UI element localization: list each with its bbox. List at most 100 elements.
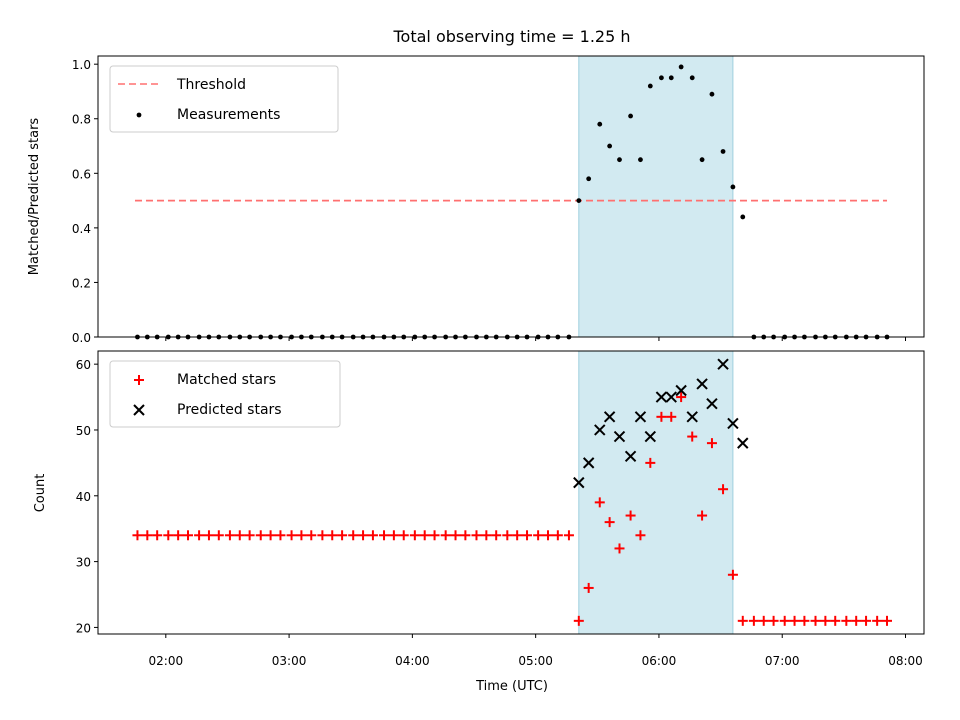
measurement-point (668, 75, 674, 81)
measurement-point (576, 198, 582, 203)
predicted-star-point (737, 437, 749, 449)
matched-star-point (358, 530, 369, 541)
ratio-legend: Threshold Measurements (109, 65, 339, 133)
matched-star-point (194, 530, 205, 541)
chart-title: Total observing time = 1.25 h (392, 27, 630, 46)
x-axis-label: Time (UTC) (475, 679, 548, 694)
matched-star-point (275, 530, 286, 541)
count-legend: Matched stars Predicted stars (109, 360, 341, 428)
x-tick-label: 06:00 (642, 654, 677, 668)
matched-star-point (234, 530, 245, 541)
matched-star-point (173, 530, 184, 541)
matched-star-point (645, 457, 656, 468)
y-tick-label: 0.4 (72, 222, 91, 236)
ratio-legend-box (109, 65, 339, 133)
y-tick-label: 0.0 (72, 331, 91, 345)
legend-matched-swatch (134, 375, 144, 385)
matched-star-point (265, 530, 276, 541)
matched-star-point (768, 615, 779, 626)
matched-star-point (697, 510, 708, 521)
count-panel-ylabel: Count (33, 474, 48, 513)
x-tick-label: 05:00 (518, 654, 553, 668)
matched-star-point (244, 530, 255, 541)
matched-star-point (142, 530, 153, 541)
legend-measurements-swatch (136, 112, 142, 118)
measurement-point (709, 91, 715, 97)
matched-star-point (203, 530, 214, 541)
y-tick-label: 1.0 (72, 58, 91, 72)
y-tick-label: 20 (76, 621, 91, 635)
predicted-star-point (634, 411, 647, 423)
matched-star-point (625, 510, 636, 521)
matched-star-point (502, 530, 513, 541)
count-panel: 20 30 40 50 60 02:00 03:00 04:00 05:00 06:00 07:0… (33, 350, 925, 668)
ratio-panel: 0.0 0.2 0.4 0.6 0.8 1.0 Matched/Predicted sta… (27, 55, 925, 345)
matched-star-point (635, 530, 646, 541)
matched-star-point (163, 530, 174, 541)
matched-star-point (450, 530, 461, 541)
legend-predicted-label: Predicted stars (177, 402, 282, 418)
x-tick-label: 03:00 (272, 654, 307, 668)
matched-star-point (255, 530, 266, 541)
matched-star-point (604, 517, 615, 528)
matched-star-point (718, 484, 729, 495)
matched-star-point (522, 530, 533, 541)
matched-star-point (152, 530, 163, 541)
matched-star-point (327, 530, 338, 541)
matched-star-point (676, 392, 687, 403)
y-tick-label: 30 (76, 556, 91, 570)
matched-star-point (286, 530, 297, 541)
legend-predicted-swatch (133, 404, 145, 416)
measurement-point (720, 149, 726, 154)
y-tick-label: 0.8 (72, 113, 91, 127)
measurement-point (597, 121, 603, 127)
matched-star-point (533, 530, 544, 541)
highlight-band (578, 55, 734, 338)
matched-star-point (789, 615, 800, 626)
matched-star-point (367, 530, 378, 541)
highlight-band (578, 350, 734, 635)
matched-star-point (224, 530, 235, 541)
legend-threshold-label: Threshold (176, 77, 246, 93)
y-tick-label: 60 (76, 358, 91, 372)
matched-star-point (348, 530, 359, 541)
ratio-panel-frame (97, 55, 925, 338)
predicted-star-point (665, 391, 677, 403)
matched-star-point (810, 615, 821, 626)
matched-star-point (820, 615, 831, 626)
matched-star-point (737, 615, 748, 626)
matched-star-point (460, 530, 471, 541)
matched-star-point (656, 411, 667, 422)
matched-star-point (213, 530, 224, 541)
predicted-star-point (675, 384, 687, 397)
measurement-point (678, 64, 684, 70)
predicted-star-point (686, 411, 698, 423)
measurement-point (617, 157, 622, 163)
matched-star-point (583, 582, 594, 593)
matched-star-point (799, 615, 810, 626)
predicted-star-point (603, 411, 616, 423)
matched-star-point (614, 543, 625, 554)
predicted-star-point (706, 397, 718, 410)
matched-star-point (317, 530, 328, 541)
x-tick-label: 07:00 (765, 654, 800, 668)
predicted-star-point (594, 424, 606, 436)
predicted-star-point (727, 417, 739, 430)
matched-star-point (563, 530, 574, 541)
ratio-panel-ylabel: Matched/Predicted stars (27, 118, 42, 276)
matched-star-point (419, 530, 430, 541)
predicted-star-point (644, 430, 657, 443)
matched-star-point (861, 615, 872, 626)
matched-star-point (481, 530, 492, 541)
count-panel-frame (97, 350, 925, 635)
predicted-star-point (573, 476, 585, 489)
predicted-star-point (613, 430, 626, 443)
matched-star-point (687, 431, 698, 442)
predicted-star-point (655, 391, 668, 403)
measurement-point (689, 75, 695, 81)
measurement-point (586, 176, 592, 182)
measurement-point (628, 113, 633, 119)
x-tick-label: 02:00 (149, 654, 184, 668)
matched-star-point (779, 615, 790, 626)
y-tick-label: 40 (76, 490, 91, 504)
